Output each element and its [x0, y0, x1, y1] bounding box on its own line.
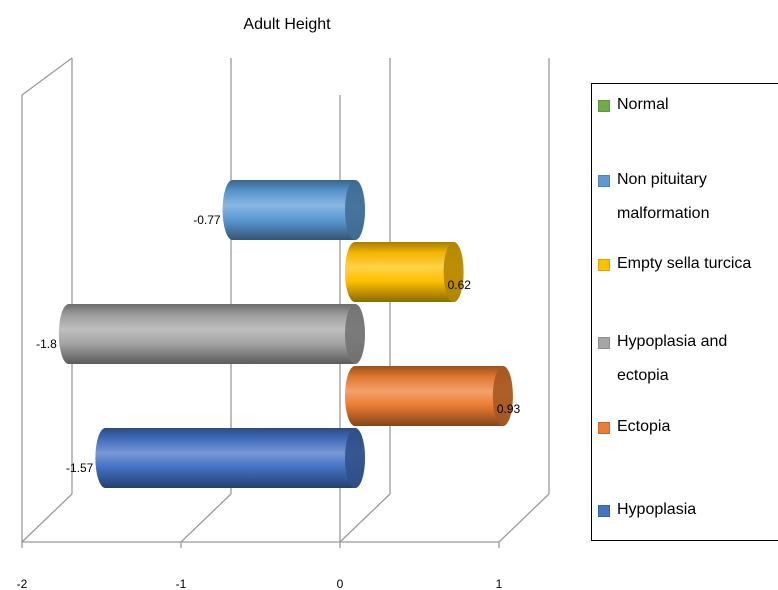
legend-swatch: [598, 505, 610, 517]
legend-item: Empty sella turcica: [598, 255, 778, 281]
chart-title: Adult Height: [243, 16, 331, 33]
gridline-diag-3: [498, 493, 550, 543]
bars-layer: [58, 180, 513, 488]
legend-label: Hypoplasia: [617, 501, 697, 518]
data-label: 0.93: [497, 402, 521, 416]
left-wall-top-edge: [21, 57, 73, 96]
legend-label: Hypoplasia and ectopia: [617, 333, 728, 384]
bar: [58, 304, 365, 364]
gridline-diag-0: [21, 493, 73, 543]
legend-label: Non pituitary malformation: [617, 171, 710, 222]
legend-item: Non pituitary malformation: [598, 171, 778, 231]
legend-swatch: [598, 337, 610, 349]
bar: [345, 366, 513, 426]
labels-layer: -0.77 0.62 -1.8 0.93 -1.57: [36, 213, 520, 475]
legend-swatch: [598, 175, 610, 187]
data-label: -0.77: [193, 213, 221, 227]
legend-label: Normal: [617, 96, 669, 113]
gridline-diag-1: [180, 493, 232, 543]
bar: [95, 428, 366, 488]
legend-item: Hypoplasia: [598, 501, 778, 527]
gridline-diag-2: [339, 493, 391, 543]
data-label: -1.57: [66, 461, 94, 475]
x-tick-label: -2: [17, 577, 28, 590]
bar: [345, 242, 464, 302]
legend-item: Hypoplasia and ectopia: [598, 333, 778, 393]
x-tick-label: -1: [176, 577, 187, 590]
legend-label: Empty sella turcica: [617, 255, 752, 272]
legend-label: Ectopia: [617, 418, 671, 435]
data-label: 0.62: [448, 278, 472, 292]
x-tick-label: 0: [337, 577, 344, 590]
legend-item: Ectopia: [598, 418, 778, 444]
legend: Normal Non pituitary malformation Empty se…: [591, 83, 778, 541]
x-tick-label: 1: [496, 577, 503, 590]
data-label: -1.8: [36, 337, 57, 351]
bar: [222, 180, 365, 240]
legend-swatch: [598, 259, 610, 271]
ticks-layer: -2 -1 0 1: [17, 577, 503, 590]
legend-swatch: [598, 100, 610, 112]
legend-swatch: [598, 422, 610, 434]
legend-item: Normal: [598, 96, 778, 122]
